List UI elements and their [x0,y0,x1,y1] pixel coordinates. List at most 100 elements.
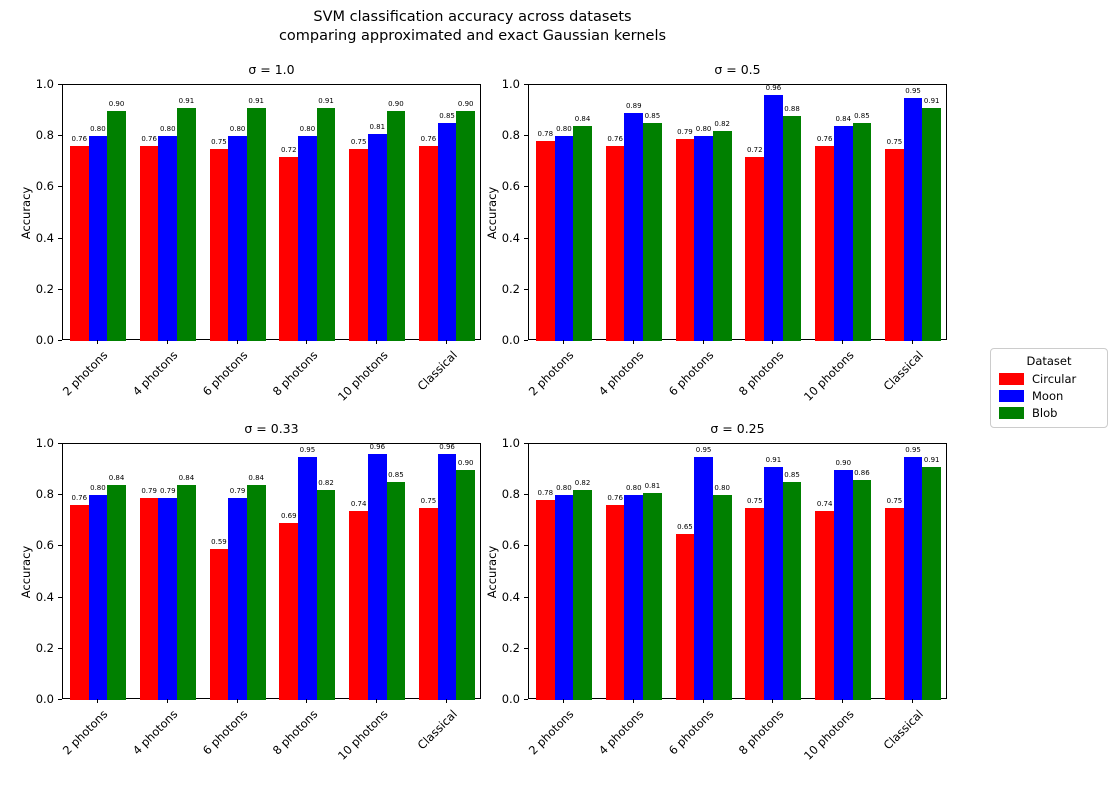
bar-circular-2-photons [535,500,555,700]
bar-value-label: 0.84 [574,114,591,123]
bar-value-label: 0.79 [229,486,246,495]
bar-circular-2-photons [535,141,555,341]
x-tick-label: 2 photons [526,348,577,399]
bar-blob-6-photons [712,131,732,341]
bar-value-label: 0.80 [299,125,316,134]
bar-value-label: 0.69 [280,512,297,521]
x-tick-label: 6 photons [199,707,251,758]
x-tick-mark [632,340,634,344]
bar-value-label: 0.59 [211,537,227,546]
plot-area: 0.78 0.80 0.82 0.76 0.80 0.81 0.65 0.95 0.80 0.75… [528,443,947,700]
bar-value-label: 0.76 [71,135,88,144]
bar-value-label: 0.82 [574,479,591,488]
x-tick-mark [702,340,704,344]
x-tick-mark [376,340,378,344]
x-tick-label: 2 photons [60,707,111,758]
bar-moon-2-photons [88,136,108,341]
y-tick-mark [58,443,62,444]
bar-circular-10-photons [815,146,834,341]
x-tick-label: 4 photons [130,348,181,399]
x-tick-mark [562,699,564,703]
x-tick-mark [376,699,378,703]
bar-circular-6-photons [675,533,695,700]
x-tick-label: 6 photons [665,707,717,758]
bar-circular-8-photons [279,156,299,341]
x-tick-mark [236,340,238,344]
x-tick-label: 10 photons [800,348,857,404]
y-tick-mark [524,135,528,137]
y-tick-label: 0.0 [501,692,520,706]
y-tick-label: 0.0 [35,692,54,706]
bar-value-label: 0.65 [677,522,693,531]
y-tick-label: 1.0 [35,77,54,91]
x-tick-label: Classical [880,348,926,394]
bar-moon-8-photons [298,456,317,700]
y-tick-label: 0.8 [501,487,520,502]
y-tick-label: 0.4 [35,230,54,245]
bar-value-label: 0.80 [714,484,730,493]
bar-blob-6-photons [712,495,732,700]
bar-value-label: 0.96 [369,443,386,452]
y-tick-mark [524,596,528,598]
bar-value-label: 0.75 [886,497,903,505]
subplot-sigma-1_0: σ = 1.0 Accuracy 0.76 0.80 0.90 0.76 0.80 0.9… [19,62,481,404]
bar-moon-6-photons [694,456,713,700]
bar-value-label: 0.80 [90,125,106,134]
bar-blob-8-photons [782,482,802,700]
bar-value-label: 0.89 [625,102,642,111]
x-tick-label: 8 photons [269,707,321,758]
x-tick-mark [446,699,448,703]
plot-area: 0.76 0.80 0.84 0.79 0.79 0.84 0.59 0.79 0.84 0.69… [62,443,481,700]
x-tick-label: 4 photons [596,348,647,399]
bar-value-label: 0.76 [141,135,157,144]
bar-value-label: 0.88 [784,104,800,113]
x-tick-mark [166,699,168,703]
y-tick-mark [524,699,528,700]
bar-moon-4-photons [624,495,644,700]
bar-value-label: 0.85 [854,112,870,121]
bar-blob-4-photons [643,123,662,341]
y-tick-label: 0.8 [35,128,54,143]
plot-area: 0.78 0.80 0.84 0.76 0.89 0.85 0.79 0.80 0.82 0.72… [528,84,947,341]
y-tick-label: 1.0 [501,436,520,450]
bar-value-label: 0.90 [835,458,852,467]
bar-value-label: 0.76 [607,494,623,503]
bar-circular-6-photons [675,138,695,341]
bar-value-label: 0.78 [537,130,554,139]
bar-circular-classical [419,146,438,341]
bar-value-label: 0.80 [90,484,106,493]
bar-value-label: 0.95 [695,445,712,454]
bar-value-label: 0.79 [141,486,157,495]
bar-value-label: 0.85 [784,471,800,480]
bar-value-label: 0.84 [835,114,852,123]
subplot-title: σ = 0.5 [714,62,761,77]
bar-moon-8-photons [298,136,317,341]
legend-entry-circular: Circular [999,372,1099,386]
bar-value-label: 0.78 [537,489,554,498]
y-tick-label: 0.6 [501,538,520,553]
bar-moon-2-photons [88,495,108,700]
bar-value-label: 0.75 [350,138,367,146]
bar-moon-10-photons [367,133,387,341]
bar-circular-10-photons [815,510,834,700]
bar-moon-6-photons [694,136,713,341]
x-tick-mark [96,340,98,344]
x-tick-label: Classical [880,707,926,753]
y-tick-label: 0.0 [35,333,54,347]
plot-area: 0.76 0.80 0.90 0.76 0.80 0.91 0.75 0.80 0.91 0.72… [62,84,481,341]
x-tick-mark [772,699,774,703]
bar-value-label: 0.80 [695,125,712,134]
y-tick-label: 1.0 [35,436,54,450]
subplot-sigma-0_25: σ = 0.25 Accuracy 0.78 0.80 0.82 0.76 0.80 0.… [485,421,947,763]
bar-value-label: 0.91 [923,456,940,465]
bar-blob-8-photons [316,108,336,341]
bar-value-label: 0.79 [677,127,693,136]
figure-title-line2: comparing approximated and exact Gaussia… [278,28,667,44]
bar-circular-4-photons [139,146,159,341]
y-tick-label: 0.6 [35,538,54,553]
bar-circular-6-photons [209,548,229,700]
bar-value-label: 0.84 [108,473,125,482]
bar-moon-2-photons [554,495,574,700]
bar-circular-10-photons [349,510,368,700]
